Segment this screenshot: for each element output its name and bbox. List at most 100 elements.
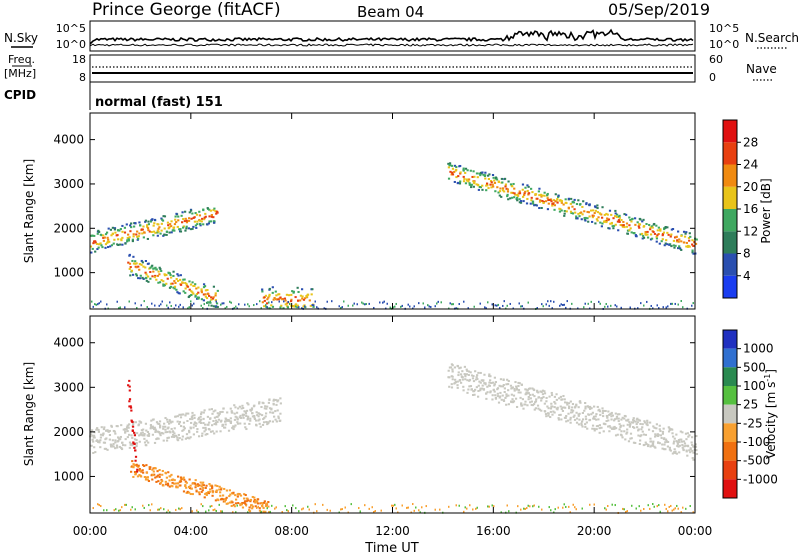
heatmap-cell — [160, 222, 163, 225]
heatmap-cell — [456, 380, 459, 383]
heatmap-cell — [517, 389, 521, 392]
heatmap-cell — [356, 303, 358, 306]
heatmap-cell — [184, 210, 187, 213]
heatmap-cell — [373, 306, 375, 309]
heatmap-cell — [265, 502, 269, 505]
heatmap-cell — [233, 404, 236, 407]
heatmap-cell — [173, 479, 176, 482]
heatmap-cell — [138, 469, 141, 472]
heatmap-cell — [212, 285, 216, 288]
heatmap-cell — [401, 504, 403, 507]
heatmap-cell — [455, 176, 458, 179]
heatmap-cell — [223, 426, 226, 429]
heatmap-cell — [215, 305, 218, 308]
heatmap-cell — [488, 505, 490, 508]
heatmap-cell — [533, 408, 536, 411]
heatmap-cell — [209, 301, 212, 304]
heatmap-cell — [555, 199, 558, 202]
heatmap-cell — [578, 418, 581, 421]
heatmap-cell — [145, 471, 149, 474]
heatmap-cell — [511, 400, 514, 403]
heatmap-cell — [473, 181, 476, 184]
heatmap-cell — [562, 304, 564, 307]
heatmap-cell — [623, 213, 626, 216]
heatmap-cell — [467, 180, 470, 183]
heatmap-cell — [128, 262, 132, 265]
heatmap-cell — [135, 273, 138, 276]
heatmap-cell — [114, 441, 117, 444]
heatmap-cell — [270, 304, 273, 307]
heatmap-cell — [499, 306, 501, 309]
heatmap-cell — [653, 505, 655, 508]
heatmap-cell — [614, 209, 617, 212]
heatmap-cell — [598, 431, 601, 434]
heatmap-cell — [469, 504, 471, 507]
heatmap-cell — [250, 408, 253, 411]
nave-tick-top: 60 — [709, 53, 723, 66]
heatmap-cell — [661, 447, 664, 450]
heatmap-cell — [254, 501, 257, 504]
heatmap-cell — [499, 187, 502, 190]
heatmap-cell — [541, 389, 545, 392]
heatmap-cell — [115, 425, 118, 428]
heatmap-cell — [470, 183, 473, 186]
heatmap-cell — [267, 401, 270, 404]
heatmap-cell — [136, 307, 138, 310]
heatmap-cell — [688, 434, 691, 437]
heatmap-cell — [506, 504, 508, 507]
heatmap-cell — [567, 402, 571, 405]
heatmap-cell — [295, 303, 298, 306]
heatmap-cell — [143, 475, 146, 478]
heatmap-cell — [464, 378, 467, 381]
heatmap-cell — [536, 389, 539, 392]
heatmap-cell — [474, 378, 478, 381]
heatmap-cell — [691, 304, 693, 307]
heatmap-cell — [519, 396, 522, 399]
freq-tick-bottom: 8 — [79, 71, 86, 84]
heatmap-cell — [592, 214, 595, 217]
heatmap-cell — [224, 420, 227, 423]
heatmap-cell — [131, 240, 134, 243]
heatmap-cell — [505, 187, 508, 190]
heatmap-cell — [577, 406, 580, 409]
heatmap-cell — [677, 303, 679, 306]
power-colorbar-tick: 20 — [743, 180, 758, 194]
heatmap-cell — [253, 404, 256, 407]
heatmap-cell — [179, 416, 183, 419]
velocity-colorbar-tick: 100 — [743, 379, 766, 393]
heatmap-cell — [247, 403, 250, 406]
heatmap-cell — [135, 465, 139, 468]
heatmap-cell — [625, 222, 629, 225]
heatmap-cell — [91, 438, 94, 441]
heatmap-cell — [662, 231, 666, 234]
heatmap-cell — [145, 444, 148, 447]
heatmap-cell — [487, 178, 491, 181]
heatmap-cell — [476, 378, 479, 381]
heatmap-cell — [530, 199, 533, 202]
heatmap-cell — [173, 436, 176, 439]
heatmap-cell — [641, 237, 644, 240]
heatmap-cell — [449, 302, 451, 305]
heatmap-cell — [253, 496, 256, 499]
heatmap-cell — [584, 216, 587, 219]
heatmap-cell — [274, 290, 277, 293]
heatmap-cell — [277, 293, 280, 296]
heatmap-cell — [181, 429, 184, 432]
heatmap-cell — [667, 426, 670, 429]
heatmap-cell — [167, 224, 170, 227]
heatmap-cell — [625, 225, 628, 228]
heatmap-cell — [555, 398, 558, 401]
heatmap-cell — [688, 449, 691, 452]
heatmap-cell — [493, 376, 496, 379]
heatmap-cell — [232, 491, 235, 494]
heatmap-cell — [620, 418, 623, 421]
heatmap-cell — [241, 503, 243, 506]
heatmap-cell — [500, 511, 502, 514]
heatmap-cell — [524, 190, 527, 193]
heatmap-cell — [277, 415, 280, 418]
heatmap-cell — [140, 263, 143, 266]
heatmap-cell — [645, 223, 648, 226]
heatmap-cell — [448, 162, 452, 165]
heatmap-cell — [133, 438, 137, 441]
